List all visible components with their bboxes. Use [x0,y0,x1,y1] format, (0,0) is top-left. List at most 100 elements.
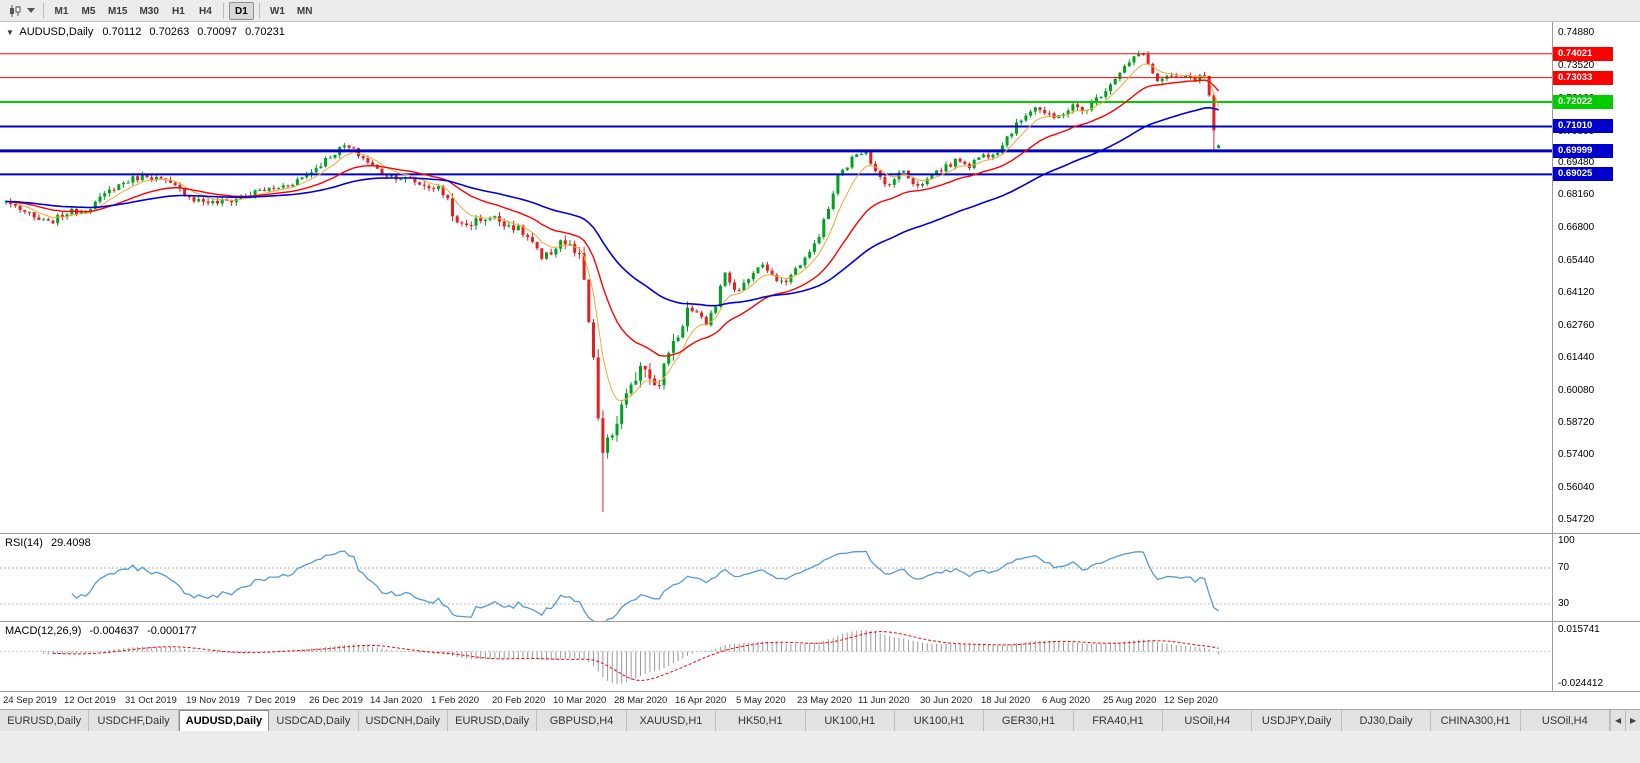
tab-usoil-h4[interactable]: USOil,H4 [1163,710,1253,731]
timeframe-h4-button[interactable]: H4 [199,5,212,17]
tab-usoil-h4[interactable]: USOil,H4 [1520,710,1611,731]
tab-china300-h1[interactable]: CHINA300,H1 [1431,710,1521,731]
timeframe-toolbar: M1 M5 M15 M30 H1 H4 D1 W1 MN [0,0,1640,22]
rsi-label: RSI(14) 29.4098 [5,537,91,549]
horizontal-lines[interactable] [0,53,1552,176]
date-tick: 31 Oct 2019 [125,695,177,706]
timeframe-m15-button[interactable]: M15 [108,5,128,17]
tab-usdcad-daily[interactable]: USDCAD,Daily [269,710,359,731]
date-tick: 26 Dec 2019 [309,695,363,706]
timeframe-mn-button[interactable]: MN [296,5,313,17]
price-tick: 0.60080 [1558,385,1595,396]
rsi-tick: 70 [1558,562,1570,573]
chart-title: ▼ AUDUSD,Daily 0.70112 0.70263 0.70097 0… [6,26,285,38]
macd-panel: MACD(12,26,9) -0.004637 -0.000177 0.0157… [0,621,1640,692]
date-tick: 20 Feb 2020 [492,695,546,706]
price-tick: 0.56040 [1558,482,1595,493]
rsi-tick: 30 [1558,598,1570,609]
macd-histogram [43,630,1220,684]
tab-uk100-h1[interactable]: UK100,H1 [894,710,985,731]
rsi-name: RSI(14) [5,537,43,549]
tab-ger30-h1[interactable]: GER30,H1 [984,710,1074,731]
date-tick: 18 Jul 2020 [981,695,1031,706]
ohlc-high: 0.70263 [149,26,190,38]
price-tag: 0.74021 [1553,47,1613,61]
tab-usdjpy-daily[interactable]: USDJPY,Daily [1252,710,1342,731]
tab-usdcnh-daily[interactable]: USDCNH,Daily [358,710,448,731]
candlestick-glyph [10,4,21,17]
date-tick: 25 Aug 2020 [1103,695,1157,706]
date-tick: 19 Nov 2019 [186,695,240,706]
ma-medium-line [5,79,1220,357]
macd-signal-value: -0.000177 [147,625,197,637]
toolbar-separator [43,2,44,19]
tab-hk50-h1[interactable]: HK50,H1 [716,710,806,731]
price-tag: 0.71010 [1553,119,1613,133]
price-tick: 0.74880 [1558,27,1595,38]
timeframe-d1-button[interactable]: D1 [228,1,254,20]
tab-usdchf-daily[interactable]: USDCHF,Daily [89,710,179,731]
price-tick: 0.68160 [1558,189,1595,200]
ohlc-low: 0.70097 [197,26,238,38]
timeframe-h1-button[interactable]: H1 [172,5,185,17]
date-tick: 10 Mar 2020 [553,695,607,706]
rsi-panel: RSI(14) 29.4098 100 70 30 [0,533,1640,622]
tab-dj30-daily[interactable]: DJ30,Daily [1341,710,1432,731]
tab-xauusd-h1[interactable]: XAUUSD,H1 [626,710,717,731]
date-tick: 24 Sep 2019 [3,695,57,706]
tab-eurusd-daily[interactable]: EURUSD,Daily [447,710,538,731]
date-tick: 30 Jun 2020 [920,695,973,706]
chart-symbol-label: AUDUSD,Daily [19,26,94,38]
tab-scroll-left-button[interactable]: ◀ [1610,710,1626,731]
window-bottom-strip [0,731,1640,763]
tab-gbpusd-h4[interactable]: GBPUSD,H4 [537,710,627,731]
tab-uk100-h1[interactable]: UK100,H1 [805,710,895,731]
timeframe-m30-button[interactable]: M30 [139,5,159,17]
ma-fast-line [5,63,1220,402]
price-tag: 0.69025 [1553,167,1613,181]
date-tick: 12 Oct 2019 [64,695,116,706]
candlestick-chart-type-icon[interactable] [5,2,25,20]
date-tick: 12 Sep 2020 [1164,695,1218,706]
timeframe-m5-button[interactable]: M5 [81,5,96,17]
toolbar-separator [258,2,260,19]
ohlc-close: 0.70231 [245,26,285,38]
ohlc-open: 0.70112 [102,26,142,38]
price-tick: 0.64120 [1558,287,1595,298]
date-tick: 23 May 2020 [797,695,852,706]
tab-fra40-h1[interactable]: FRA40,H1 [1073,710,1164,731]
price-tick: 0.54720 [1558,514,1595,525]
price-tick: 0.65440 [1558,255,1595,266]
macd-main-value: -0.004637 [89,625,140,637]
date-tick: 28 Mar 2020 [614,695,668,706]
macd-axis: 0.015741 -0.024412 [1552,622,1640,691]
chart-type-dropdown-icon[interactable] [27,8,35,13]
tab-scroll-right-button[interactable]: ▶ [1625,710,1640,731]
price-tick: 0.73520 [1558,60,1595,71]
date-tick: 14 Jan 2020 [370,695,423,706]
rsi-tick: 100 [1558,535,1575,546]
macd-min-tick: -0.024412 [1558,678,1604,689]
ma-slow-line [5,106,1219,307]
date-tick: 6 Aug 2020 [1042,695,1091,706]
toolbar-separator [222,2,224,19]
macd-label: MACD(12,26,9) -0.004637 -0.000177 [5,625,197,637]
price-tick: 0.58720 [1558,417,1595,428]
price-tick: 0.61440 [1558,352,1595,363]
date-axis[interactable]: 24 Sep 2019 12 Oct 2019 31 Oct 2019 19 Nov … [0,691,1640,709]
price-tick: 0.66800 [1558,222,1595,233]
macd-signal-line [52,631,1219,682]
one-click-trading-toggle-icon[interactable]: ▼ [6,28,14,37]
rsi-current-value: 29.4098 [50,537,91,549]
timeframe-m1-button[interactable]: M1 [54,5,69,17]
price-tick: 0.69480 [1558,157,1595,168]
date-tick: 7 Dec 2019 [247,695,296,706]
timeframe-w1-button[interactable]: W1 [269,5,285,17]
tab-audusd-daily[interactable]: AUDUSD,Daily [178,710,270,731]
price-tick: 0.57400 [1558,449,1595,460]
date-tick: 1 Feb 2020 [431,695,480,706]
date-tick: 11 Jun 2020 [858,695,910,706]
tab-eurusd-daily[interactable]: EURUSD,Daily [0,710,90,731]
chart-tab-bar: EURUSD,Daily USDCHF,Daily AUDUSD,Daily USDC… [0,709,1640,731]
date-tick: 16 Apr 2020 [675,695,727,706]
